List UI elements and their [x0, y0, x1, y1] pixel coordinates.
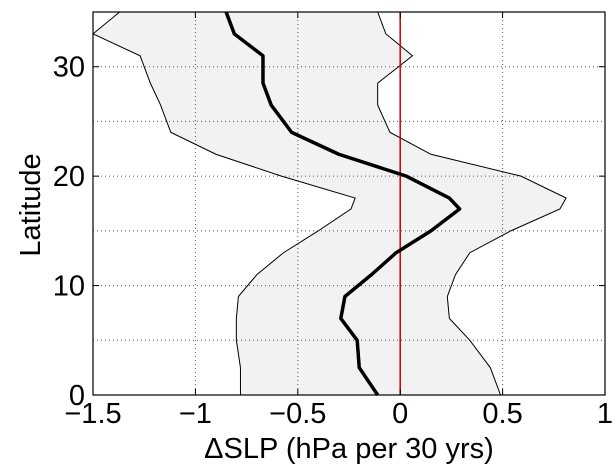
y-axis-label: Latitude [15, 153, 47, 256]
x-axis-label: ΔSLP (hPa per 30 yrs) [204, 433, 494, 465]
x-tick-label: 1 [597, 398, 613, 430]
y-tick-label: 20 [53, 161, 85, 193]
band-edge [93, 12, 356, 395]
x-tick-label: −1.5 [64, 398, 121, 430]
y-tick-label: 10 [53, 271, 85, 303]
y-tick-label: 30 [53, 52, 85, 84]
x-tick-label: −1 [179, 398, 212, 430]
x-tick-label: 0.5 [482, 398, 522, 430]
band-edge [377, 12, 567, 395]
y-tick-label: 0 [69, 380, 85, 412]
x-tick-label: 0 [392, 398, 408, 430]
x-tick-label: −0.5 [269, 398, 326, 430]
plot-frame [92, 11, 606, 396]
mean-line [224, 11, 462, 396]
band-area [93, 12, 567, 395]
